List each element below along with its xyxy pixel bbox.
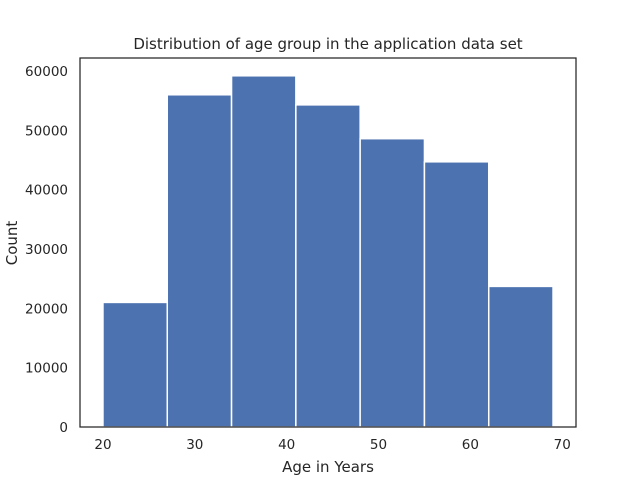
y-tick-label-30000: 30000	[25, 242, 68, 258]
x-axis-ticks: 20 30 40 50 60 70	[94, 437, 570, 453]
y-tick-label-60000: 60000	[25, 64, 68, 80]
histogram-bar-4	[295, 104, 361, 428]
bars-group	[102, 75, 554, 428]
y-tick-label-0: 0	[59, 420, 68, 436]
y-tick-label-20000: 20000	[25, 301, 68, 317]
x-tick-label-20: 20	[94, 437, 111, 453]
x-tick-label-40: 40	[278, 437, 295, 453]
y-tick-label-40000: 40000	[25, 183, 68, 199]
x-tick-label-30: 30	[186, 437, 203, 453]
plot-frame	[79, 57, 577, 428]
x-tick-label-70: 70	[554, 437, 571, 453]
y-axis-ticks: 0 10000 20000 30000 40000 50000 60000	[25, 64, 68, 436]
x-tick-label-60: 60	[462, 437, 479, 453]
y-tick-label-50000: 50000	[25, 123, 68, 139]
histogram-bar-1	[102, 301, 169, 428]
histogram-bar-5	[359, 137, 426, 428]
chart-title: Distribution of age group in the applica…	[133, 35, 522, 53]
histogram-bar-3	[230, 75, 297, 428]
y-axis-label: Count	[3, 221, 21, 266]
histogram-bar-6	[423, 161, 490, 428]
histogram-bar-2	[166, 94, 233, 428]
y-tick-label-10000: 10000	[25, 361, 68, 377]
x-tick-label-50: 50	[370, 437, 387, 453]
x-axis-label: Age in Years	[282, 458, 374, 476]
histogram-bar-7	[487, 285, 554, 428]
